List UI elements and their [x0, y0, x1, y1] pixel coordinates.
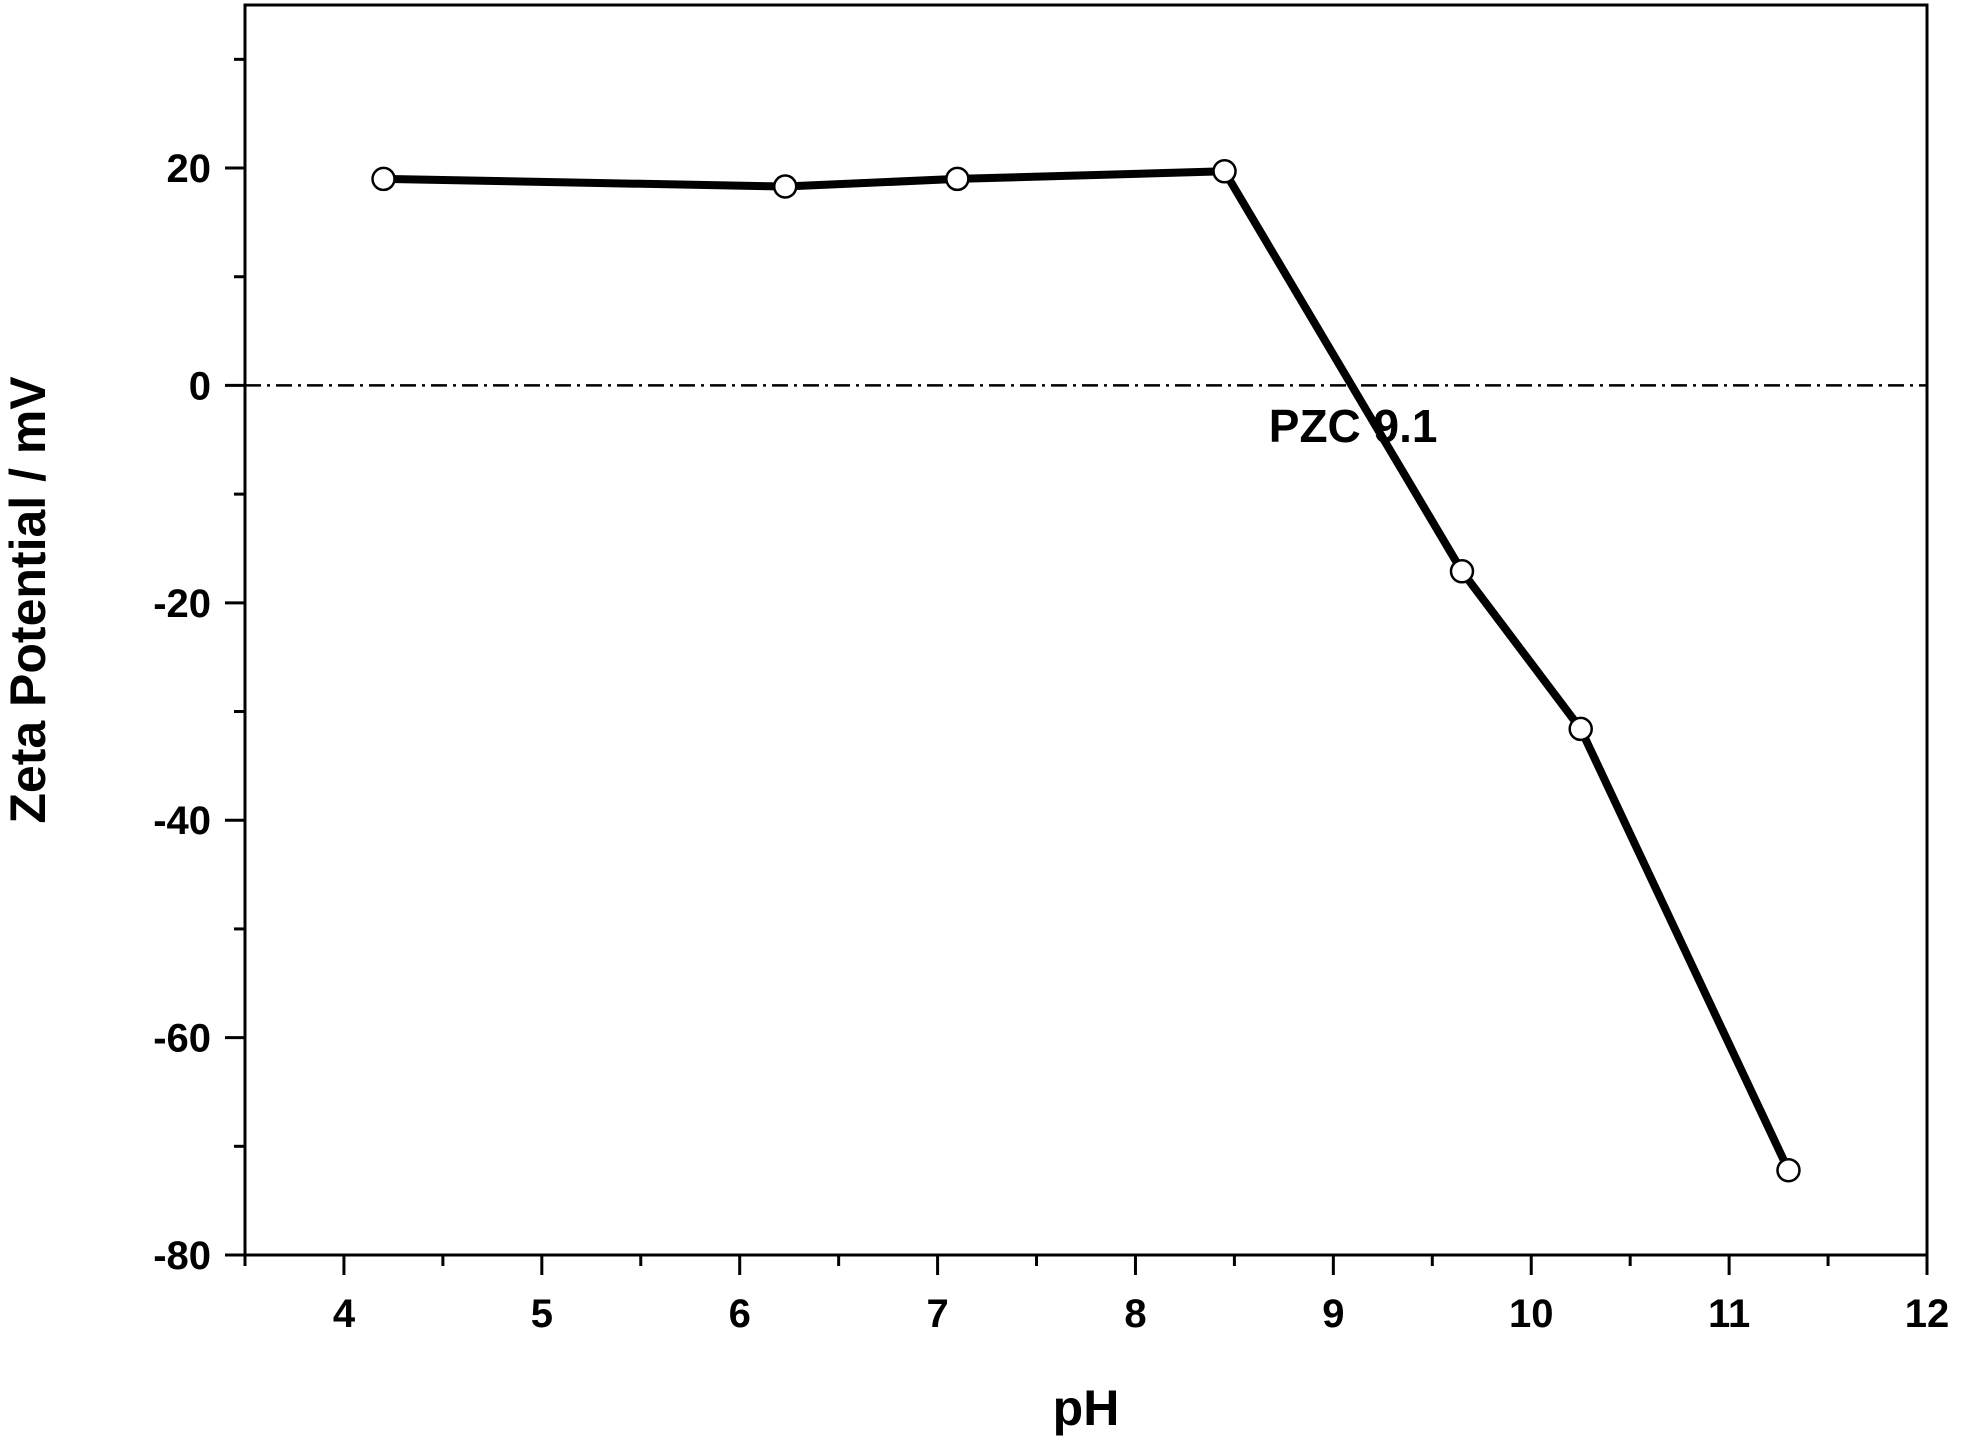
series-layer [371, 159, 1801, 1183]
x-tick-label: 9 [1322, 1292, 1344, 1336]
data-point-5 [1449, 559, 1475, 584]
y-axis-title: Zeta Potential / mV [0, 376, 56, 824]
data-point-3 [945, 166, 970, 192]
x-tick-label: 8 [1124, 1292, 1146, 1336]
plot-frame [243, 3, 1929, 1257]
data-point-1 [371, 166, 396, 192]
x-tick-label: 11 [1708, 1292, 1750, 1336]
y-tick-label: -40 [153, 799, 211, 843]
y-tick-label: -80 [153, 1234, 211, 1278]
x-tick-label: 7 [926, 1292, 948, 1336]
x-tick-label: 5 [531, 1292, 553, 1336]
labels-layer: 4 5 6 7 8 9 10 11 12 -80 -60 -40 -20 0 20 pH Zeta Potent… [0, 147, 1949, 1436]
series-line [379, 167, 1793, 1175]
data-point-6 [1568, 716, 1593, 742]
y-tick-label: 0 [189, 364, 211, 408]
pzc-annotation: PZC 9.1 [1269, 400, 1438, 452]
x-tick-label: 12 [1905, 1292, 1950, 1336]
x-tick-label: 10 [1509, 1292, 1554, 1336]
y-tick-label: -20 [153, 582, 211, 626]
x-tick-label: 4 [333, 1292, 356, 1336]
ticks-layer [225, 57, 1929, 1275]
x-axis-title: pH [1053, 1380, 1120, 1436]
x-tick-label: 6 [729, 1292, 751, 1336]
y-tick-label: -60 [153, 1017, 211, 1061]
data-point-2 [772, 174, 798, 199]
data-point-4 [1212, 159, 1237, 184]
y-tick-label: 20 [167, 147, 212, 191]
data-point-7 [1776, 1157, 1801, 1183]
